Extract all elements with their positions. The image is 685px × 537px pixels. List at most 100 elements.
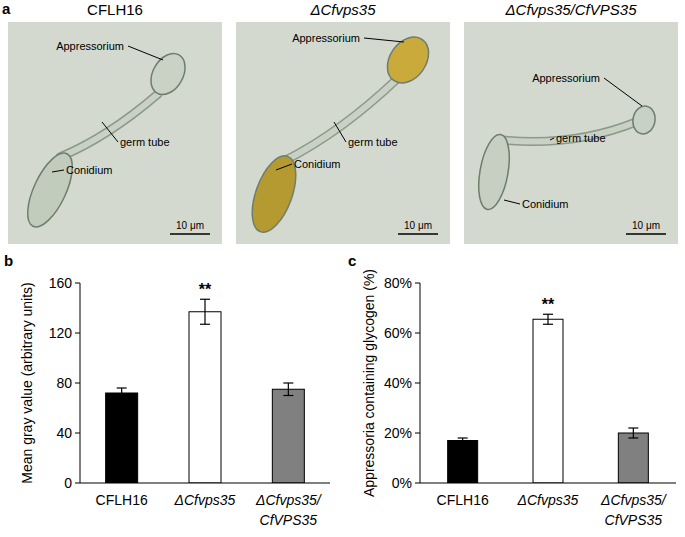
error-cap <box>283 382 293 383</box>
appressorium-shape <box>379 29 437 91</box>
tick-label: 160 <box>49 275 73 291</box>
scale-label: 10 μm <box>404 220 432 231</box>
tick <box>75 333 80 334</box>
leader-line <box>102 122 118 142</box>
x-axis <box>80 483 330 484</box>
axis-title: Mean gray value (arbitrary units) <box>19 282 35 484</box>
micrograph: Appressorium germ tube Conidium 10 μm <box>236 22 450 244</box>
image-label: Appressorium <box>292 32 360 44</box>
bar <box>533 319 563 483</box>
error-cap <box>628 427 638 428</box>
tick-label: 60% <box>384 325 412 341</box>
appressorium-shape <box>631 104 658 135</box>
category-label: ΔCfvps35 <box>517 492 579 508</box>
error-line <box>547 314 548 324</box>
panel-label: c <box>348 252 356 269</box>
tick <box>75 383 80 384</box>
significance: ** <box>542 296 555 313</box>
tick <box>415 333 420 334</box>
leader-line <box>128 46 163 60</box>
leader-line <box>52 170 64 172</box>
category-label: ΔCfvps35 <box>174 492 236 508</box>
error-bar <box>543 314 553 324</box>
error-cap <box>458 437 468 438</box>
image-label: germ tube <box>348 136 398 148</box>
panel-label: b <box>4 252 13 269</box>
error-cap <box>283 395 293 396</box>
bar <box>448 441 478 484</box>
category-label: ΔCfvps35/CfVPS35 <box>255 492 323 528</box>
error-cap <box>200 324 210 325</box>
tick-label: 0% <box>392 475 412 491</box>
image-label: germ tube <box>556 132 606 144</box>
scale-bar <box>626 233 666 235</box>
panel-label: a <box>2 0 11 17</box>
y-axis <box>420 283 421 483</box>
tick-label: 40 <box>56 425 72 441</box>
germ-tube-inner <box>286 80 396 160</box>
x-axis <box>420 483 676 484</box>
image-background <box>236 22 450 244</box>
conidium-shape <box>19 147 82 233</box>
bar <box>189 312 221 483</box>
tick <box>415 283 420 284</box>
germ-tube-shape <box>286 80 396 160</box>
plot-area <box>106 299 305 483</box>
leader-line <box>550 138 554 140</box>
image-label: germ tube <box>120 136 170 148</box>
image-label: Conidium <box>66 164 112 176</box>
image-title: CFLH16 <box>87 1 143 18</box>
error-cap <box>543 314 553 315</box>
image-title: ΔCfvps35 <box>309 1 376 18</box>
error-cap <box>458 442 468 443</box>
image-background <box>8 22 222 244</box>
bar <box>618 433 648 483</box>
tick <box>415 433 420 434</box>
category-label: CFLH16 <box>96 492 148 508</box>
image-title: ΔCfvps35/CfVPS35 <box>505 1 638 18</box>
error-cap <box>117 387 127 388</box>
scale-label: 10 μm <box>176 220 204 231</box>
plot-area <box>448 314 649 483</box>
image-label: Conidium <box>294 158 340 170</box>
error-bar <box>458 438 468 443</box>
image-label: Appressorium <box>532 72 600 84</box>
tick-label: 0 <box>64 475 72 491</box>
error-cap <box>543 324 553 325</box>
scale-label: 10 μm <box>632 220 660 231</box>
bar <box>272 389 304 483</box>
figure: a Appressorium germ tube Conidium 10 μm CFLH1… <box>0 0 685 537</box>
error-cap <box>200 299 210 300</box>
error-line <box>633 428 634 438</box>
leader-line <box>276 164 292 170</box>
error-cap <box>628 437 638 438</box>
tick <box>415 483 420 484</box>
micrograph: Appressoriumgerm tubeConidium10 μm <box>8 22 222 244</box>
error-line <box>288 383 289 396</box>
scale-bar <box>398 233 438 235</box>
tick-label: 20% <box>384 425 412 441</box>
error-cap <box>117 397 127 398</box>
error-bar <box>628 428 638 438</box>
y-axis <box>80 283 81 483</box>
axis-title: Appressoria containing glycogen (%) <box>361 269 377 497</box>
tick-label: 40% <box>384 375 412 391</box>
leader-line <box>604 78 642 106</box>
category-label: ΔCfvps35/CfVPS35 <box>600 492 668 528</box>
error-line <box>121 388 122 398</box>
significance: ** <box>199 281 212 298</box>
tick <box>415 383 420 384</box>
error-bar <box>200 299 210 324</box>
leader-line <box>504 200 520 204</box>
tick-label: 80 <box>56 375 72 391</box>
category-label: CFLH16 <box>437 492 489 508</box>
conidium-shape <box>474 132 515 212</box>
error-line <box>462 438 463 443</box>
tick-label: 120 <box>49 325 73 341</box>
bar <box>106 393 138 483</box>
error-bar <box>117 388 127 398</box>
image-label: Conidium <box>522 198 568 210</box>
leader-line <box>364 38 404 42</box>
micrograph: Appressorium germ tube Conidium 10 μm <box>464 22 678 244</box>
error-bar <box>283 383 293 396</box>
